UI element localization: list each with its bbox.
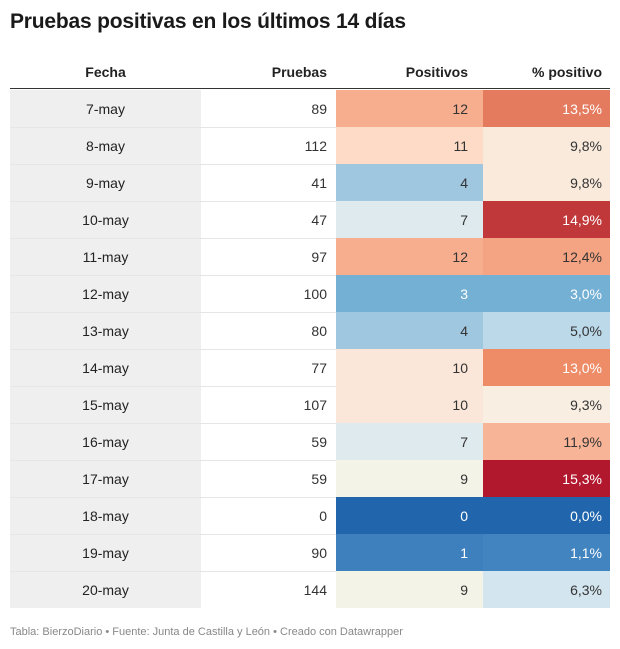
cell-positivos: 11 — [336, 127, 483, 164]
table-row: 10-may 47 7 14,9% — [10, 201, 610, 238]
cell-pruebas: 144 — [201, 571, 336, 608]
table-row: 17-may 59 9 15,3% — [10, 460, 610, 497]
cell-pruebas: 89 — [311, 100, 327, 117]
cell-positivos: 7 — [336, 201, 483, 238]
cell-pruebas: 41 — [201, 164, 336, 201]
table-row: 19-may 90 1 1,1% — [10, 534, 610, 571]
cell-pruebas: 77 — [201, 349, 336, 386]
cell-pct-positivo: 6,3% — [483, 571, 610, 608]
cell-fecha: 16-may — [10, 423, 201, 460]
cell-fecha: 19-may — [10, 534, 201, 571]
cell-pruebas: 59 — [201, 423, 336, 460]
cell-pruebas: 100 — [201, 275, 336, 312]
table-row: 11-may 97 12 12,4% — [10, 238, 610, 275]
cell-fecha: 14-may — [10, 349, 201, 386]
positivity-table: Fecha Pruebas Positivos % positivo 7-may… — [10, 56, 610, 608]
cell-fecha: 10-may — [10, 201, 201, 238]
header-pruebas[interactable]: Pruebas — [271, 64, 327, 80]
cell-positivos: 10 — [336, 349, 483, 386]
table-row: 12-may 100 3 3,0% — [10, 275, 610, 312]
table-row: 16-may 59 7 11,9% — [10, 423, 610, 460]
cell-fecha: 7-may — [10, 90, 201, 127]
table-body: 7-may 89 12 13,5% 8-may 112 11 9,8% 9-may 41 4 9,8%… — [10, 89, 610, 608]
cell-positivos: 9 — [336, 571, 483, 608]
chart-title: Pruebas positivas en los últimos 14 días — [10, 10, 406, 33]
cell-fecha: 15-may — [10, 386, 201, 423]
cell-positivos: 4 — [336, 164, 483, 201]
cell-fecha: 11-may — [10, 238, 201, 275]
cell-pct-positivo: 3,0% — [483, 275, 610, 312]
cell-pct-positivo: 11,9% — [483, 423, 610, 460]
cell-pct-positivo: 12,4% — [483, 238, 610, 275]
cell-positivos: 9 — [336, 460, 483, 497]
cell-pruebas: 80 — [201, 312, 336, 349]
cell-positivos: 4 — [336, 312, 483, 349]
cell-positivos: 0 — [336, 497, 483, 534]
cell-pct-positivo: 5,0% — [483, 312, 610, 349]
cell-positivos: 3 — [336, 275, 483, 312]
header-pct-positivo[interactable]: % positivo — [531, 64, 602, 80]
cell-pct-positivo: 9,3% — [483, 386, 610, 423]
cell-fecha: 8-may — [10, 127, 201, 164]
table-row: 14-may 77 10 13,0% — [10, 349, 610, 386]
cell-pruebas: 97 — [201, 238, 336, 275]
cell-pruebas: 112 — [201, 127, 336, 164]
table-header: Fecha Pruebas Positivos % positivo — [10, 56, 610, 89]
cell-pct-positivo: 9,8% — [483, 164, 610, 201]
cell-pct-positivo: 1,1% — [483, 534, 610, 571]
cell-pct-positivo: 13,0% — [483, 349, 610, 386]
cell-fecha: 20-may — [10, 571, 201, 608]
cell-pct-positivo: 0,0% — [483, 497, 610, 534]
cell-pruebas: 0 — [201, 497, 336, 534]
cell-pruebas: 47 — [201, 201, 336, 238]
cell-pct-positivo: 15,3% — [483, 460, 610, 497]
table-row: 15-may 107 10 9,3% — [10, 386, 610, 423]
cell-fecha: 13-may — [10, 312, 201, 349]
cell-pct-positivo: 13,5% — [483, 90, 610, 127]
cell-pruebas: 59 — [201, 460, 336, 497]
cell-fecha: 18-may — [10, 497, 201, 534]
cell-positivos: 1 — [336, 534, 483, 571]
header-positivos[interactable]: Positivos — [405, 64, 468, 80]
cell-pruebas: 90 — [201, 534, 336, 571]
table-row: 9-may 41 4 9,8% — [10, 164, 610, 201]
table-row: 18-may 0 0 0,0% — [10, 497, 610, 534]
cell-pct-positivo: 9,8% — [483, 127, 610, 164]
cell-fecha: 9-may — [10, 164, 201, 201]
cell-positivos: 7 — [336, 423, 483, 460]
table-row: 8-may 112 11 9,8% — [10, 127, 610, 164]
table-row: 7-may 89 12 13,5% — [10, 90, 610, 127]
table-row: 20-may 144 9 6,3% — [10, 571, 610, 608]
cell-fecha: 17-may — [10, 460, 201, 497]
cell-fecha: 12-may — [10, 275, 201, 312]
cell-pct-positivo: 14,9% — [483, 201, 610, 238]
cell-positivos: 10 — [336, 386, 483, 423]
table-row: 13-may 80 4 5,0% — [10, 312, 610, 349]
cell-pruebas: 107 — [201, 386, 336, 423]
source-footer: Tabla: BierzoDiario • Fuente: Junta de C… — [10, 626, 403, 638]
cell-positivos: 12 — [336, 90, 483, 127]
cell-positivos: 12 — [336, 238, 483, 275]
header-fecha[interactable]: Fecha — [85, 64, 126, 80]
